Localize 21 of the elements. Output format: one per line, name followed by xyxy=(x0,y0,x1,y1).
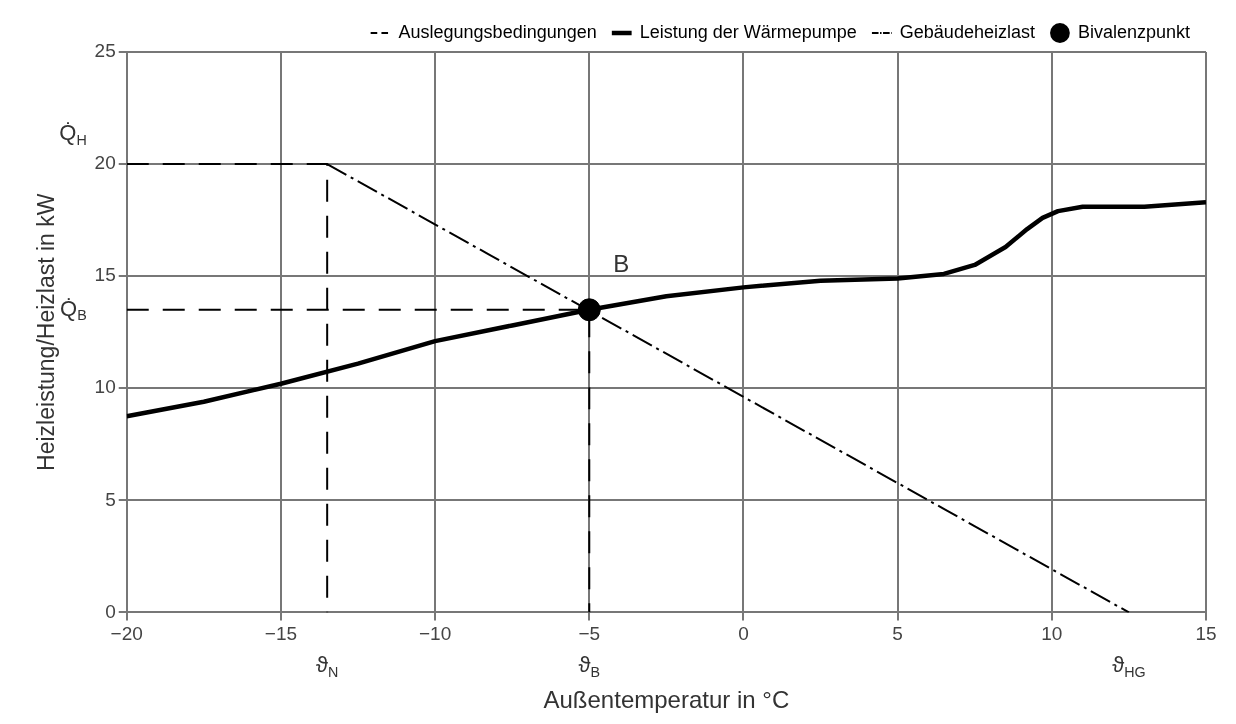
y-tick-label: 20 xyxy=(94,152,116,174)
y-tick-label: 5 xyxy=(105,488,116,510)
x-tick-label: 5 xyxy=(892,623,903,645)
x-tick-label: −20 xyxy=(110,623,143,645)
annotation: B xyxy=(613,250,630,278)
y-tick-label: 25 xyxy=(94,40,116,62)
y-tick-label: 15 xyxy=(94,264,116,286)
x-axis-title: Außentemperatur in °C xyxy=(543,686,790,714)
x-tick-label: −5 xyxy=(578,623,601,645)
legend-label: Auslegungsbedingungen xyxy=(398,21,597,42)
legend-label: Bivalenzpunkt xyxy=(1077,21,1191,42)
x-tick-label: −15 xyxy=(264,623,298,645)
y-tick-label: 0 xyxy=(105,600,116,622)
legend-label: Gebäudeheizlast xyxy=(899,21,1035,42)
x-tick-label: 10 xyxy=(1041,623,1063,645)
x-tick-label: 0 xyxy=(738,623,749,645)
y-axis-title: Heizleistung/Heizlast in kW xyxy=(33,193,60,471)
y-tick-label: 10 xyxy=(94,376,116,398)
x-tick-label: 15 xyxy=(1195,623,1217,645)
legend-label: Leistung der Wärmepumpe xyxy=(639,21,857,42)
x-tick-label: −10 xyxy=(418,623,452,645)
